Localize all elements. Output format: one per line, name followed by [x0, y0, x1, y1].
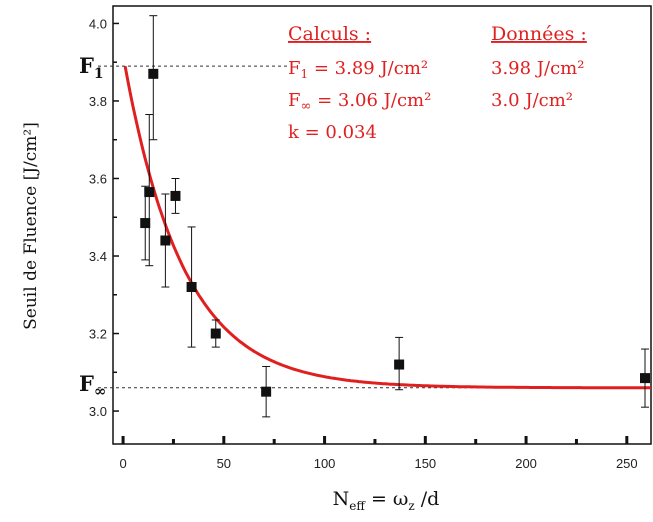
- point-marker: [170, 191, 180, 201]
- x-axis-label: Neff = ωz /d: [333, 488, 440, 513]
- data-f1: 3.98 J/cm²: [491, 58, 584, 79]
- data-point: [148, 16, 158, 140]
- point-marker: [148, 69, 158, 79]
- x-tick-label: 100: [314, 456, 336, 471]
- point-marker: [211, 329, 221, 339]
- y-tick-label: 3.8: [89, 94, 107, 109]
- point-marker: [187, 282, 197, 292]
- x-tick-label: 250: [616, 456, 638, 471]
- point-marker: [394, 360, 404, 370]
- data-point: [170, 178, 180, 213]
- y-tick-label: 3.4: [89, 249, 107, 264]
- point-marker: [144, 187, 154, 197]
- x-tick-label: 200: [515, 456, 537, 471]
- y-tick-label: 3.2: [89, 327, 107, 342]
- calc-header: Calculs :: [288, 23, 371, 45]
- point-marker: [160, 236, 170, 246]
- y-tick-label: 3.0: [89, 404, 107, 419]
- data-point: [187, 227, 197, 347]
- x-tick-label: 150: [414, 456, 436, 471]
- data-point: [640, 349, 650, 407]
- x-tick-label: 50: [217, 456, 231, 471]
- data-point: [394, 337, 404, 389]
- data-point: [140, 186, 150, 260]
- y-tick-label: 4.0: [89, 16, 107, 31]
- calc-k: k = 0.034: [288, 122, 377, 143]
- y-tick-label: 3.6: [89, 171, 107, 186]
- point-marker: [640, 373, 650, 383]
- fit-curve: [125, 66, 651, 388]
- data-point: [160, 194, 170, 287]
- f1-reference-label: F1: [79, 53, 104, 82]
- y-axis-label: Seuil de Fluence [J/cm²]: [21, 122, 41, 330]
- x-axis-ticks: 0 50 100 150 200 250: [119, 436, 637, 471]
- calc-f1: F1 = 3.89 J/cm²: [288, 58, 428, 81]
- data-point: [144, 115, 154, 266]
- point-marker: [140, 218, 150, 228]
- x-tick-label: 0: [119, 456, 126, 471]
- calc-finf: F∞ = 3.06 J/cm²: [288, 90, 431, 114]
- finf-reference-label: F∞: [79, 371, 106, 400]
- data-header: Données :: [491, 23, 587, 45]
- data-point: [261, 366, 271, 416]
- point-marker: [261, 387, 271, 397]
- data-finf: 3.0 J/cm²: [491, 90, 573, 111]
